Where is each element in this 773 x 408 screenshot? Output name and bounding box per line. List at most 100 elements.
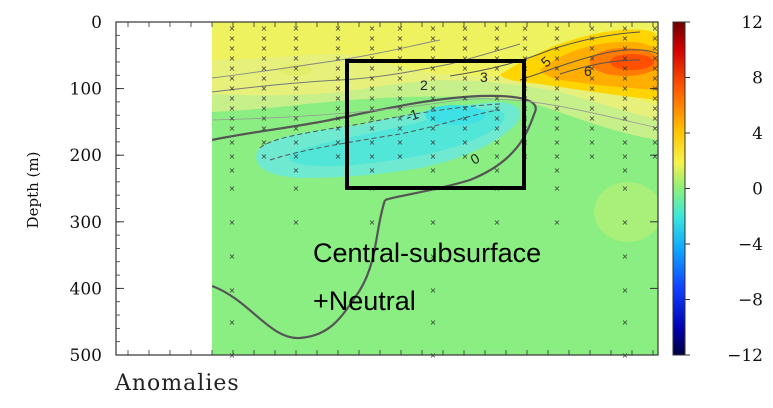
grid-marker: × bbox=[261, 34, 268, 43]
annotation-line-2: +Neutral bbox=[313, 286, 416, 316]
grid-marker: × bbox=[293, 64, 300, 73]
grid-marker: × bbox=[430, 138, 437, 147]
grid-marker: × bbox=[261, 64, 268, 73]
x-axis bbox=[127, 22, 654, 355]
grid-marker: × bbox=[494, 24, 501, 33]
grid-marker: × bbox=[369, 124, 376, 133]
grid-marker: × bbox=[622, 124, 629, 133]
grid-marker: × bbox=[229, 124, 236, 133]
grid-marker: × bbox=[494, 138, 501, 147]
grid-marker: × bbox=[589, 24, 596, 33]
colorbar-tick-label: 12 bbox=[741, 13, 763, 33]
y-tick-label: 400 bbox=[70, 279, 102, 299]
colorbar-tick-label: 0 bbox=[752, 180, 763, 200]
grid-marker: × bbox=[229, 64, 236, 73]
grid-marker: × bbox=[397, 64, 404, 73]
grid-marker: × bbox=[369, 218, 376, 227]
grid-marker: × bbox=[589, 138, 596, 147]
grid-marker: × bbox=[554, 218, 561, 227]
y-axis: 0 100 200 300 400 500 bbox=[70, 13, 658, 366]
grid-marker: × bbox=[335, 94, 342, 103]
grid-marker: × bbox=[462, 84, 469, 93]
grid-marker: × bbox=[652, 104, 659, 113]
grid-marker: × bbox=[369, 64, 376, 73]
contour-label-2: 2 bbox=[420, 77, 428, 93]
grid-marker: × bbox=[554, 74, 561, 83]
grid-marker: × bbox=[430, 64, 437, 73]
grid-marker: × bbox=[335, 54, 342, 63]
grid-marker: × bbox=[229, 84, 236, 93]
grid-marker: × bbox=[589, 124, 596, 133]
grid-marker: × bbox=[554, 44, 561, 53]
grid-marker: × bbox=[589, 84, 596, 93]
grid-marker: × bbox=[369, 74, 376, 83]
grid-marker: × bbox=[430, 104, 437, 113]
grid-marker: × bbox=[522, 24, 529, 33]
grid-marker: × bbox=[397, 54, 404, 63]
grid-marker: × bbox=[652, 34, 659, 43]
grid-marker: × bbox=[494, 152, 501, 161]
grid-marker: × bbox=[261, 114, 268, 123]
colorbar-tick-label: −4 bbox=[738, 235, 763, 255]
grid-marker: × bbox=[622, 34, 629, 43]
grid-marker: × bbox=[430, 24, 437, 33]
colorbar-tick-label: 8 bbox=[752, 69, 763, 89]
grid-marker: × bbox=[261, 152, 268, 161]
grid-marker: × bbox=[229, 166, 236, 175]
grid-marker: × bbox=[229, 138, 236, 147]
grid-marker: × bbox=[652, 94, 659, 103]
grid-marker: × bbox=[622, 54, 629, 63]
grid-marker: × bbox=[261, 54, 268, 63]
grid-marker: × bbox=[430, 84, 437, 93]
grid-marker: × bbox=[335, 124, 342, 133]
grid-marker: × bbox=[335, 84, 342, 93]
grid-marker: × bbox=[622, 166, 629, 175]
grid-marker: × bbox=[335, 34, 342, 43]
grid-marker: × bbox=[261, 84, 268, 93]
grid-marker: × bbox=[369, 114, 376, 123]
grid-marker: × bbox=[554, 24, 561, 33]
grid-marker: × bbox=[462, 94, 469, 103]
contour-label-3: 3 bbox=[480, 69, 488, 85]
grid-marker: × bbox=[462, 34, 469, 43]
grid-marker: × bbox=[335, 74, 342, 83]
grid-marker: × bbox=[335, 152, 342, 161]
grid-marker: × bbox=[397, 114, 404, 123]
grid-marker: × bbox=[293, 74, 300, 83]
grid-marker: × bbox=[335, 114, 342, 123]
grid-marker: × bbox=[589, 44, 596, 53]
grid-marker: × bbox=[462, 24, 469, 33]
grid-marker: × bbox=[293, 104, 300, 113]
grid-marker: × bbox=[589, 152, 596, 161]
grid-marker: × bbox=[622, 84, 629, 93]
grid-marker: × bbox=[494, 124, 501, 133]
grid-marker: × bbox=[261, 138, 268, 147]
grid-marker: × bbox=[589, 94, 596, 103]
grid-marker: × bbox=[430, 124, 437, 133]
grid-marker: × bbox=[369, 24, 376, 33]
grid-marker: × bbox=[293, 166, 300, 175]
colorbar bbox=[672, 21, 686, 356]
y-axis-label: Depth (m) bbox=[24, 152, 42, 229]
grid-marker: × bbox=[335, 24, 342, 33]
grid-marker: × bbox=[430, 286, 437, 295]
grid-marker: × bbox=[622, 94, 629, 103]
grid-marker: × bbox=[522, 54, 529, 63]
contour-label-6: 6 bbox=[584, 63, 592, 79]
grid-marker: × bbox=[430, 218, 437, 227]
grid-marker: × bbox=[652, 74, 659, 83]
grid-marker: × bbox=[369, 104, 376, 113]
grid-marker: × bbox=[229, 218, 236, 227]
grid-marker: × bbox=[335, 44, 342, 53]
grid-marker: × bbox=[293, 114, 300, 123]
grid-marker: × bbox=[554, 34, 561, 43]
grid-marker: × bbox=[622, 152, 629, 161]
grid-marker: × bbox=[397, 152, 404, 161]
grid-marker: × bbox=[229, 184, 236, 193]
grid-marker: × bbox=[369, 138, 376, 147]
grid-marker: × bbox=[652, 64, 659, 73]
grid-marker: × bbox=[430, 166, 437, 175]
grid-marker: × bbox=[293, 124, 300, 133]
grid-marker: × bbox=[462, 124, 469, 133]
y-tick-label: 0 bbox=[91, 13, 102, 33]
